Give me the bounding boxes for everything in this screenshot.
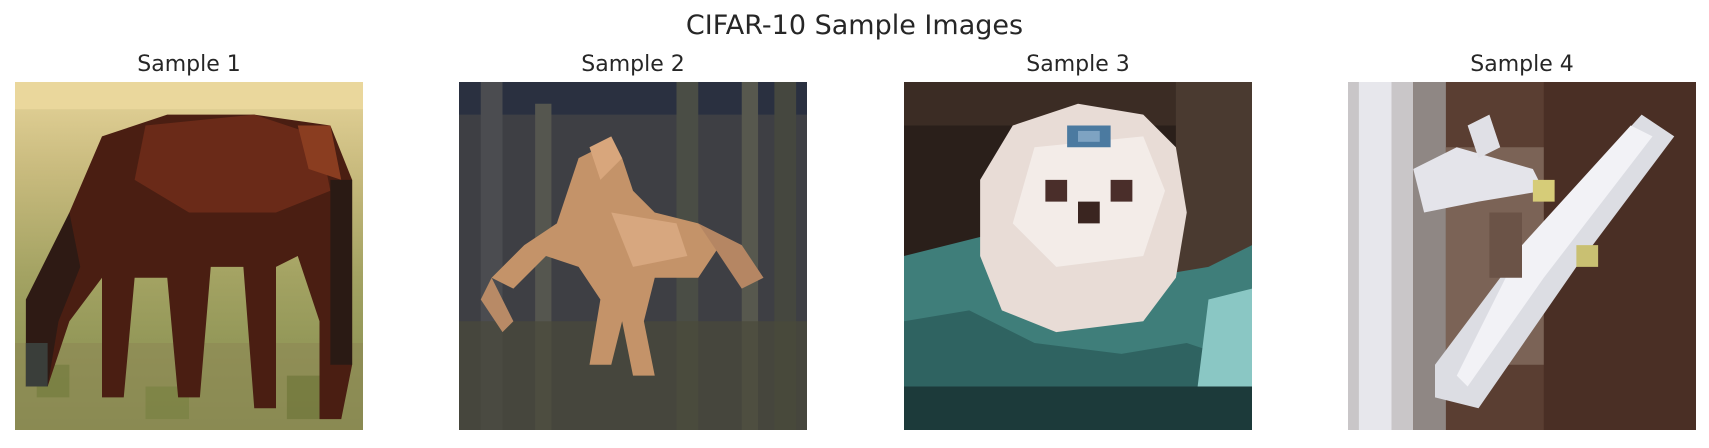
sample-title-4: Sample 4 [1470,52,1574,77]
sample-image-horse-rearing [459,82,807,430]
sample-panel-2: Sample 2 [459,50,807,430]
sample-title-1: Sample 1 [137,52,241,77]
sample-image-white-dog [904,82,1252,430]
sample-image-toy-airplane [1348,82,1696,430]
figure-title: CIFAR-10 Sample Images [685,10,1024,41]
sample-panel-1: Sample 1 [15,50,363,430]
sample-title-3: Sample 3 [1026,52,1130,77]
sample-panel-3: Sample 3 [904,50,1252,430]
sample-title-2: Sample 2 [581,52,685,77]
sample-image-horse-grazing [15,82,363,430]
sample-panel-4: Sample 4 [1348,50,1696,430]
